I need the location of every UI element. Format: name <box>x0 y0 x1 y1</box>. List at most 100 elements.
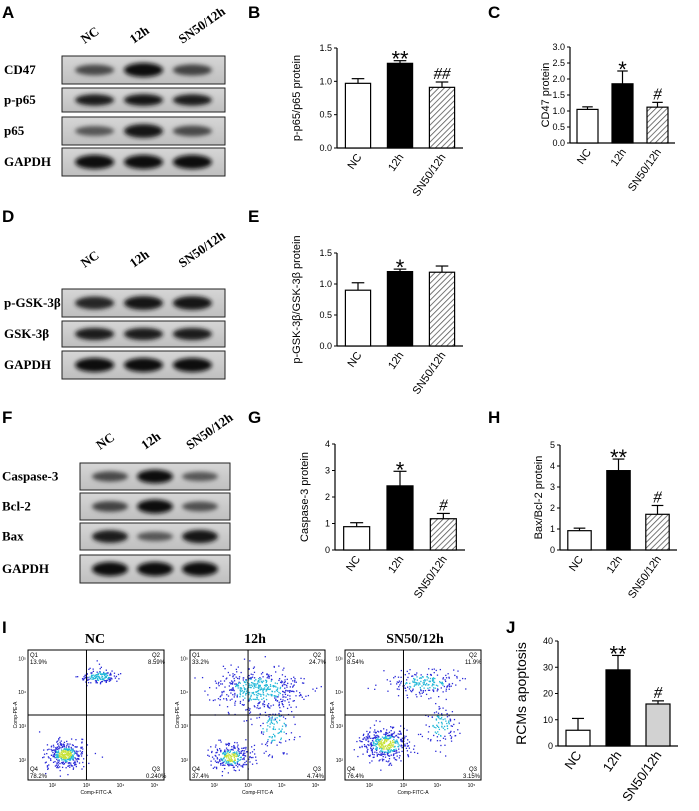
flow-event-dot <box>438 706 440 708</box>
flow-event-dot <box>222 675 224 678</box>
flow-event-dot <box>250 756 253 759</box>
flow-event-dot <box>436 736 439 738</box>
flow-event-dot <box>449 734 452 737</box>
flow-event-dot <box>429 740 432 742</box>
flow-event-dot <box>242 753 244 756</box>
flow-event-dot <box>375 739 377 741</box>
flow-event-dot <box>69 749 72 752</box>
flow-event-dot <box>239 694 242 696</box>
flow-event-dot <box>416 676 418 678</box>
flow-event-dot <box>109 678 111 681</box>
chart-c-y-tick-label: 0.5 <box>552 122 565 132</box>
flow-event-dot <box>73 753 76 755</box>
flow-event-dot <box>95 676 97 678</box>
flow-event-dot <box>397 681 400 684</box>
flow-event-dot <box>278 715 281 717</box>
flow-event-dot <box>54 756 56 759</box>
flow-event-dot <box>383 728 385 730</box>
flow-event-dot <box>428 683 430 686</box>
flow-event-dot <box>275 689 278 691</box>
flow-event-dot <box>404 683 407 685</box>
flow-event-dot <box>419 677 421 679</box>
flow-event-dot <box>397 733 399 735</box>
flow-event-dot <box>268 674 270 676</box>
flow-event-dot <box>374 688 376 690</box>
flow-event-dot <box>280 737 282 739</box>
flow-event-dot <box>256 682 259 684</box>
flow-event-dot <box>271 737 273 739</box>
flow-event-dot <box>301 696 303 698</box>
chart-g-y-tick-label: 2 <box>325 492 330 502</box>
flow-event-dot <box>375 735 377 737</box>
flow-event-dot <box>65 754 67 756</box>
flow-event-dot <box>109 673 111 676</box>
flow-event-dot <box>242 679 245 681</box>
flow-event-dot <box>385 740 388 743</box>
flow-event-dot <box>236 754 238 756</box>
flow-event-dot <box>371 751 374 754</box>
flow-event-dot <box>378 744 380 746</box>
flow-event-dot <box>377 730 379 732</box>
flow-event-dot <box>290 683 292 685</box>
flow-event-dot <box>248 699 250 701</box>
flow-event-dot <box>266 730 268 732</box>
flow-event-dot <box>390 743 392 745</box>
flow-event-dot <box>387 748 389 750</box>
flow-event-dot <box>68 755 70 758</box>
flow-event-dot <box>72 748 74 750</box>
flow-event-dot <box>48 764 50 766</box>
flow-event-dot <box>232 694 234 696</box>
flow-event-dot <box>384 751 386 753</box>
flow-event-dot <box>260 687 263 689</box>
flow-event-dot <box>227 711 230 714</box>
flow-event-dot <box>395 740 398 743</box>
flow-event-dot <box>252 756 254 759</box>
flow-event-dot <box>87 679 89 681</box>
flow-event-dot <box>433 684 435 686</box>
flow-x-tick-label: 10⁵ <box>312 783 320 789</box>
flow-event-dot <box>262 690 264 692</box>
flow-event-dot <box>72 744 74 747</box>
flow-event-dot <box>239 687 241 689</box>
flow-event-dot <box>244 764 246 766</box>
flow-event-dot <box>258 707 260 710</box>
flow-event-dot <box>393 749 395 752</box>
flow-event-dot <box>58 759 60 761</box>
flow-event-dot <box>387 738 389 740</box>
flow-event-dot <box>276 688 279 691</box>
flow-event-dot <box>385 731 387 734</box>
flow-event-dot <box>391 743 393 745</box>
flow-event-dot <box>216 751 218 754</box>
flow-event-dot <box>230 764 232 766</box>
flow-event-dot <box>230 748 233 751</box>
flow-event-dot <box>392 741 394 744</box>
flow-event-dot <box>224 750 226 753</box>
flow-event-dot <box>92 678 94 680</box>
flow-event-dot <box>76 761 79 763</box>
flow-event-dot <box>357 755 359 758</box>
flow-event-dot <box>388 758 391 760</box>
flow-event-dot <box>378 740 380 742</box>
flow-event-dot <box>436 674 439 676</box>
flow-event-dot <box>417 733 420 736</box>
flow-event-dot <box>428 668 430 670</box>
flow-event-dot <box>67 743 69 745</box>
flow-event-dot <box>437 726 440 729</box>
flow-event-dot <box>255 698 257 701</box>
flow-event-dot <box>316 687 318 689</box>
panel-label-d: D <box>2 207 14 226</box>
flow-event-dot <box>230 664 232 666</box>
flow-event-dot <box>248 712 251 714</box>
flow-event-dot <box>447 673 449 675</box>
flow-event-dot <box>383 748 385 750</box>
flow-event-dot <box>233 761 235 763</box>
flow-event-dot <box>117 673 120 676</box>
flow-event-dot <box>283 752 285 754</box>
flow-event-dot <box>245 763 248 766</box>
flow-event-dot <box>363 733 365 736</box>
flow-event-dot <box>268 694 270 696</box>
flow-event-dot <box>272 704 275 706</box>
flow-event-dot <box>287 694 289 697</box>
flow-event-dot <box>446 727 449 730</box>
flow-event-dot <box>56 758 58 761</box>
